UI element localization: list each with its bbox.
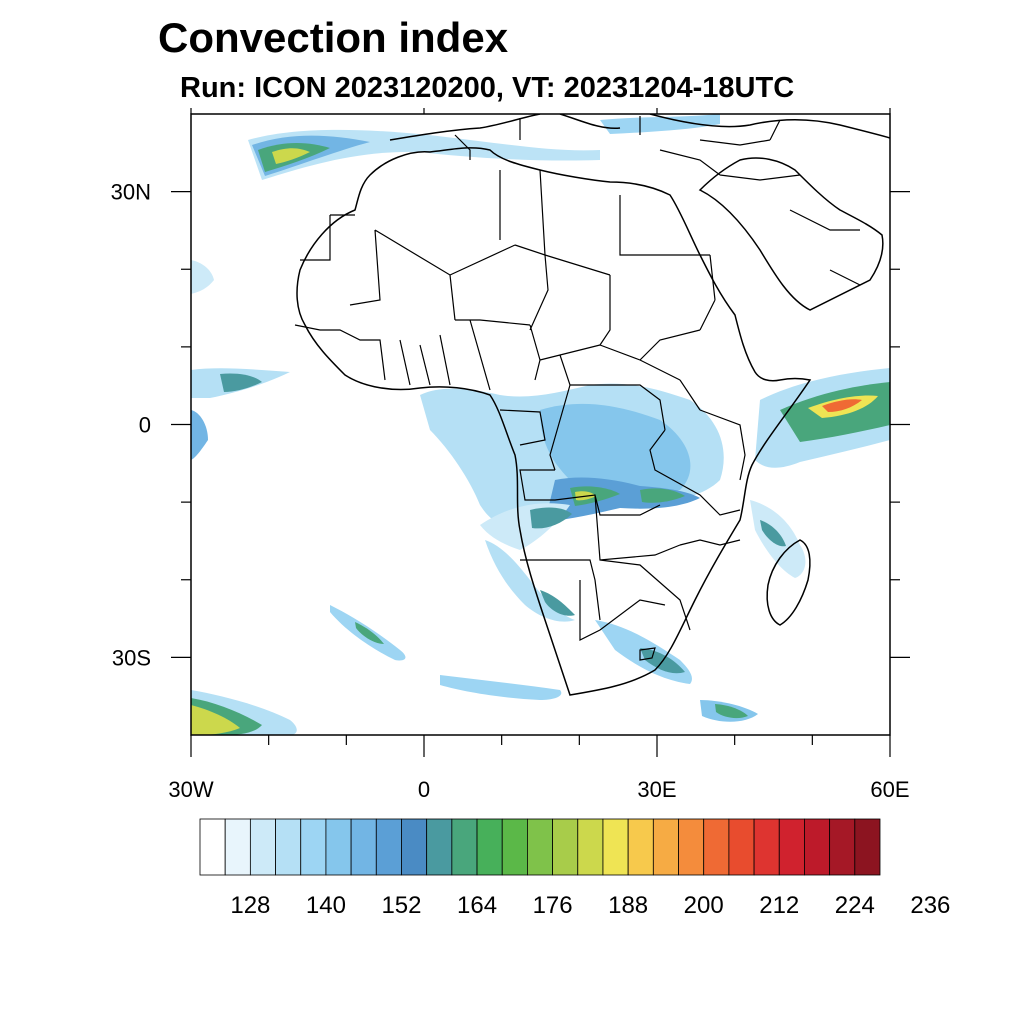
colorbar-label: 152 [381, 892, 421, 919]
colorbar-label: 224 [835, 892, 875, 919]
coastline-arabia [698, 157, 884, 311]
convection-patch [440, 675, 562, 700]
convection-field-layer [191, 114, 890, 735]
colorbar-label: 140 [306, 892, 346, 919]
colorbar-box [275, 818, 302, 876]
convection-patch [485, 540, 575, 622]
colorbar-box [401, 818, 428, 876]
lon-tick-label: 30W [168, 777, 213, 802]
lon-tick-label: 60E [870, 777, 909, 802]
colorbar-label: 176 [533, 892, 573, 919]
colorbar-box [577, 818, 604, 876]
axis-ticks [171, 108, 910, 757]
colorbar-box [829, 818, 856, 876]
lat-tick-label: 30S [112, 645, 151, 670]
map-subtitle: Run: ICON 2023120200, VT: 20231204-18UTC [180, 72, 795, 104]
colorbar-label: 212 [759, 892, 799, 919]
colorbar-box [602, 818, 629, 876]
colorbar-box [350, 818, 377, 876]
coastline-madagascar [766, 539, 811, 626]
colorbar-box [249, 818, 276, 876]
colorbar-box [652, 818, 679, 876]
colorbar-box [476, 818, 503, 876]
convection-patch [822, 399, 862, 412]
lat-tick-label: 30N [111, 180, 151, 205]
map-title: Convection index [158, 14, 509, 61]
lat-tick-label: 0 [139, 413, 151, 438]
colorbar-box [224, 818, 251, 876]
colorbar-box [753, 818, 780, 876]
coastline-layer [294, 114, 890, 696]
convection-patch [191, 705, 240, 735]
convection-patch [760, 520, 786, 547]
border-lines [294, 169, 746, 661]
colorbar-box [501, 818, 528, 876]
coastline-africa [296, 147, 812, 696]
border-lines [454, 116, 861, 286]
convection-patch [191, 410, 208, 460]
colorbar-box [375, 818, 402, 876]
colorbar [199, 818, 881, 876]
convection-patch [640, 488, 685, 503]
colorbar-box [552, 818, 579, 876]
colorbar-box [778, 818, 805, 876]
lon-tick-label: 0 [418, 777, 430, 802]
colorbar-label: 200 [684, 892, 724, 919]
colorbar-box [451, 818, 478, 876]
colorbar-labels: 128 140 152 164 176 188 200 212 224 236 [230, 892, 950, 919]
colorbar-box [678, 818, 705, 876]
colorbar-box [804, 818, 831, 876]
colorbar-label: 164 [457, 892, 497, 919]
convection-patch [272, 148, 310, 164]
axis-labels: 30W 0 30E 60E 30N 0 30S [111, 180, 910, 802]
colorbar-label: 128 [230, 892, 270, 919]
colorbar-label: 236 [910, 892, 950, 919]
colorbar-box [703, 818, 730, 876]
colorbar-box [325, 818, 352, 876]
convection-patch [540, 403, 691, 495]
convection-patch [715, 704, 748, 719]
colorbar-box [854, 818, 881, 876]
convection-patch [530, 507, 572, 529]
colorbar-box [527, 818, 553, 876]
colorbar-box [627, 818, 654, 876]
colorbar-label: 188 [608, 892, 648, 919]
colorbar-box [199, 818, 226, 876]
colorbar-box [728, 818, 755, 876]
convection-patch [540, 590, 575, 616]
convection-patch [600, 114, 720, 134]
lon-tick-label: 30E [637, 777, 676, 802]
convection-patch [220, 373, 262, 392]
convection-patch [355, 622, 384, 644]
colorbar-box [300, 818, 327, 876]
convection-patch [191, 260, 214, 294]
colorbar-box [426, 818, 453, 876]
